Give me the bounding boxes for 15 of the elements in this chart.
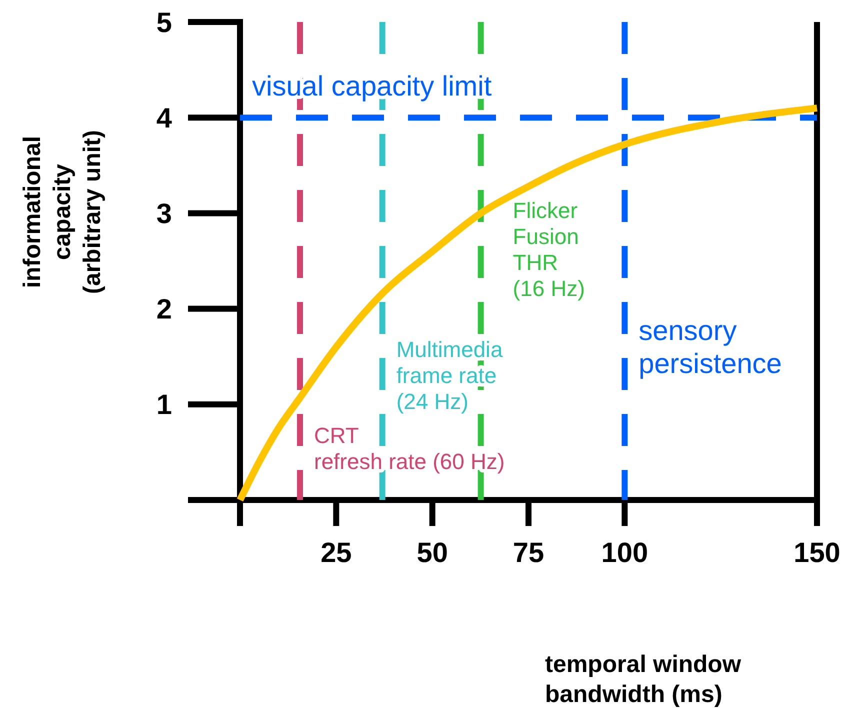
- y-tick-label: 4: [156, 102, 172, 134]
- y-axis-title: informational capacity (arbitrary unit): [19, 130, 106, 294]
- y-tick-label: 2: [156, 294, 172, 325]
- x-tick-label: 150: [794, 536, 840, 568]
- x-tick-label: 100: [601, 536, 648, 568]
- y-tick-label: 5: [156, 6, 172, 38]
- x-tick-label: 25: [320, 536, 352, 568]
- ref-line-label: CRT refresh rate (60 Hz): [314, 423, 505, 474]
- x-tick-label: 75: [512, 536, 544, 568]
- x-axis-title: temporal window bandwidth (ms): [545, 651, 742, 708]
- x-tick-label: 50: [416, 536, 448, 568]
- y-tick-label: 1: [156, 389, 172, 420]
- ref-line-label: Flicker Fusion THR (16 Hz): [512, 198, 585, 301]
- ref-line-label: sensory persistence: [638, 315, 782, 380]
- y-tick-label: 3: [156, 198, 172, 229]
